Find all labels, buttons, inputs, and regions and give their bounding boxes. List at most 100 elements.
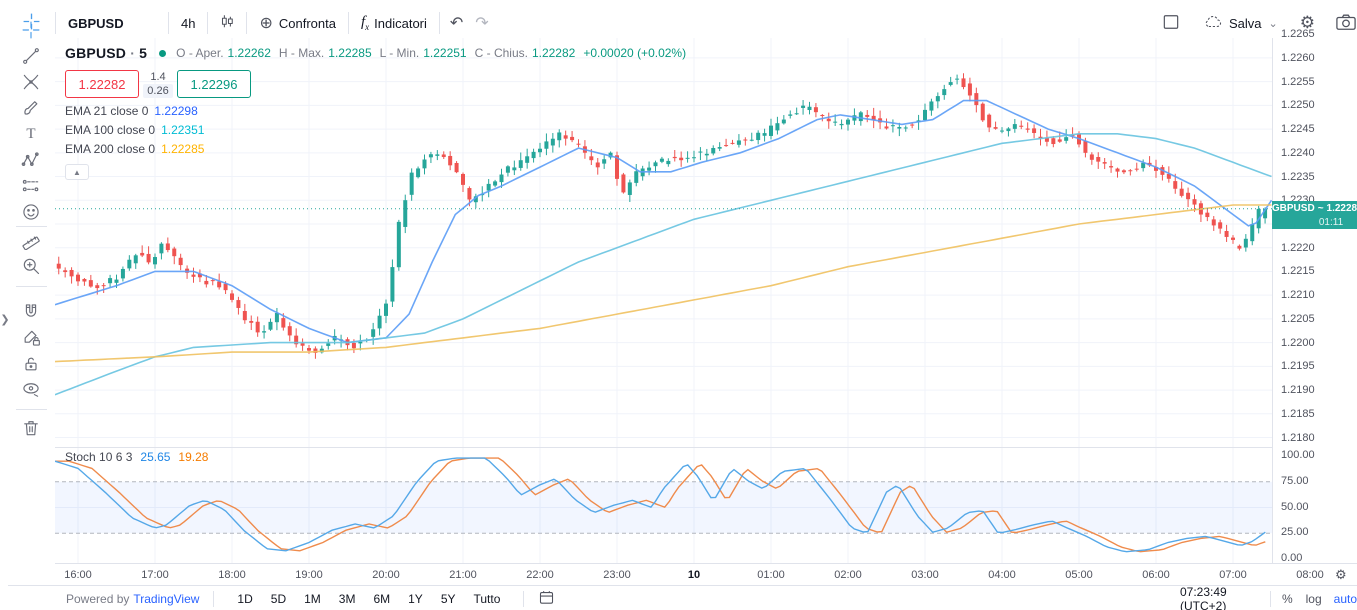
brush-tool-button[interactable] [11, 95, 51, 121]
stoch-legend[interactable]: Stoch 10 6 3 25.65 19.28 [65, 450, 208, 464]
time-axis[interactable]: ⚙ 16:00 17:00 18:00 19:00 20:00 21:00 22:00 23:… [55, 563, 1357, 586]
main-chart-pane[interactable] [55, 38, 1272, 447]
tool-group-separator [16, 226, 47, 227]
auto-scale-button[interactable]: auto [1333, 591, 1357, 606]
time-axis-label: 20:00 [372, 569, 400, 581]
lock-all-drawings-tool-button[interactable] [11, 351, 51, 377]
fibonacci-tool-button[interactable] [11, 69, 51, 95]
interval-button[interactable]: 4h [169, 8, 207, 38]
trend-line-tool-button[interactable] [11, 43, 51, 69]
symbol-button[interactable]: GBPUSD [56, 8, 168, 38]
current-price-tag: GBPUSD ~1.2228 01:11 [1271, 200, 1357, 229]
powered-by-label: Powered by [66, 591, 130, 606]
stoch-d-value: 19.28 [178, 450, 209, 464]
remove-drawings-tool-button[interactable] [11, 415, 51, 441]
ohlc-readout: O - Aper. 1.22262 H - Max. 1.22285 L - Min… [176, 46, 687, 60]
price-axis-label: 1.2245 [1281, 123, 1315, 136]
toolbar-separator [55, 12, 56, 34]
stoch-k-line[interactable] [55, 457, 1266, 553]
drawing-toolbar: T [8, 21, 56, 585]
gear-icon: ⚙ [1299, 13, 1315, 32]
toolbar-collapse-arrow[interactable]: ❯ [0, 313, 10, 326]
magnet-tool-button[interactable] [11, 299, 51, 325]
grid-layer [55, 38, 1272, 447]
time-axis-label: 16:00 [64, 569, 92, 581]
range-button-6m[interactable]: 6M [373, 591, 391, 606]
time-axis-label: 17:00 [141, 569, 169, 581]
range-button-5y[interactable]: 5Y [440, 591, 456, 606]
time-axis-label: 02:00 [834, 569, 862, 581]
time-axis-label: 22:00 [526, 569, 554, 581]
price-axis[interactable]: GBPUSD ~1.2228 01:11 1.2265 1.2260 1.2255 1.… [1271, 28, 1357, 564]
drawing-mode-lock-tool-button[interactable] [11, 325, 51, 351]
stoch-indicator-pane[interactable] [55, 447, 1272, 564]
chart-style-button[interactable] [208, 8, 246, 38]
range-button-1m[interactable]: 1M [304, 591, 321, 606]
ema21-legend[interactable]: EMA 21 close 0 1.22298 [65, 104, 198, 118]
snapshot-button[interactable] [1325, 8, 1357, 38]
xabcd-pattern-tool-button[interactable] [11, 147, 51, 173]
ema200-line[interactable] [55, 204, 1272, 363]
settings-button[interactable]: ⚙ [1290, 8, 1325, 38]
ema200-legend[interactable]: EMA 200 close 0 1.22285 [65, 142, 205, 156]
time-axis-label: 21:00 [449, 569, 477, 581]
axis-settings-gear-icon[interactable]: ⚙ [1335, 567, 1347, 582]
price-axis-label: 1.2215 [1281, 265, 1315, 278]
bottombar-separator [213, 590, 215, 607]
stoch-label: Stoch 10 6 3 [65, 450, 133, 464]
camera-icon [1335, 12, 1357, 35]
chart-area: GBPUSD · 5 O - Aper. 1.22262 H - Max. 1.22… [55, 38, 1272, 585]
compare-button[interactable]: ⊕ Confronta [247, 8, 348, 38]
toolbar-separator [347, 12, 349, 34]
range-button-1y[interactable]: 1Y [408, 591, 423, 606]
save-button[interactable]: Salva ⌄ [1191, 8, 1290, 38]
go-to-date-button[interactable] [538, 589, 555, 609]
price-axis-label: 1.2210 [1281, 289, 1315, 302]
compare-label: Confronta [278, 15, 336, 31]
stoch-d-line[interactable] [55, 457, 1266, 553]
zoom-in-tool-button[interactable] [11, 253, 51, 279]
range-button-5d[interactable]: 5D [270, 591, 287, 606]
range-button-1d[interactable]: 1D [237, 591, 253, 606]
text-icon: T [26, 126, 36, 142]
buy-button[interactable]: 1.22296 [177, 70, 251, 98]
price-axis-label: 1.2180 [1281, 431, 1315, 444]
brush-icon [21, 98, 41, 118]
tool-group-separator [16, 409, 47, 410]
time-axis-label: 06:00 [1142, 569, 1170, 581]
calendar-icon [538, 589, 555, 609]
range-button-tutto[interactable]: Tutto [473, 591, 501, 606]
emoji-tool-button[interactable] [11, 199, 51, 225]
sell-button[interactable]: 1.22282 [65, 70, 139, 98]
ema100-legend[interactable]: EMA 100 close 0 1.22351 [65, 123, 205, 137]
prediction-tool-button[interactable] [11, 173, 51, 199]
stoch-axis-label: 0.00 [1281, 552, 1303, 564]
redo-button[interactable]: ↷ [473, 8, 498, 38]
legend-symbol[interactable]: GBPUSD · 5 [65, 45, 148, 61]
text-tool-button[interactable]: T [11, 121, 51, 147]
log-scale-button[interactable]: log [1305, 591, 1322, 606]
time-axis-label: 05:00 [1065, 569, 1093, 581]
measure-tool-button[interactable] [11, 227, 51, 253]
range-button-3m[interactable]: 3M [338, 591, 356, 606]
hide-drawings-tool-button[interactable] [11, 377, 51, 403]
save-label: Salva [1229, 15, 1262, 31]
fibonacci-icon [21, 72, 41, 92]
tradingview-link[interactable]: TradingView [133, 591, 200, 606]
clock-readout[interactable]: 07:23:49 (UTC+2) [1180, 584, 1227, 610]
symbol-label: GBPUSD [68, 15, 124, 31]
undo-button[interactable]: ↶ [440, 8, 473, 38]
percent-scale-button[interactable]: % [1281, 591, 1293, 606]
ema100-line[interactable] [55, 133, 1272, 396]
legend-collapse-button[interactable]: ▲ [65, 164, 89, 180]
time-axis-label: 03:00 [911, 569, 939, 581]
price-axis-label: 1.2195 [1281, 360, 1315, 373]
layout-select-button[interactable] [1151, 8, 1191, 38]
trend-line-icon [21, 46, 41, 66]
indicators-button[interactable]: fx Indicatori [349, 8, 439, 38]
price-axis-label: 1.2220 [1281, 241, 1315, 254]
indicators-label: Indicatori [374, 15, 427, 31]
bottombar-separator [1270, 590, 1271, 607]
price-axis-label: 1.2265 [1281, 28, 1315, 41]
crosshair-tool-button[interactable] [11, 17, 51, 43]
